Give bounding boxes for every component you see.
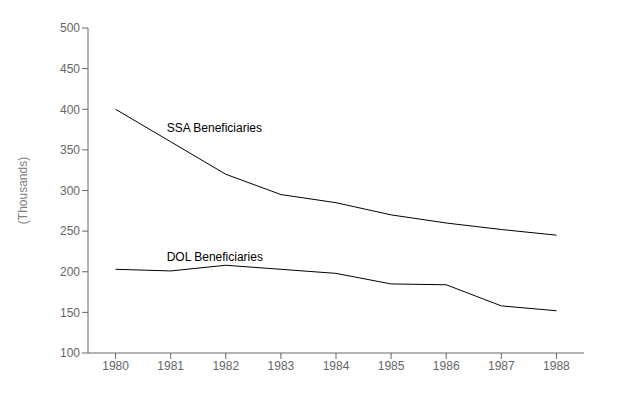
svg-text:1983: 1983 — [268, 359, 295, 373]
svg-text:250: 250 — [60, 224, 80, 238]
svg-text:200: 200 — [60, 265, 80, 279]
svg-text:450: 450 — [60, 62, 80, 76]
svg-text:150: 150 — [60, 306, 80, 320]
svg-text:1987: 1987 — [488, 359, 515, 373]
svg-text:1986: 1986 — [433, 359, 460, 373]
svg-text:400: 400 — [60, 103, 80, 117]
svg-text:1984: 1984 — [323, 359, 350, 373]
svg-text:DOL Beneficiaries: DOL Beneficiaries — [167, 250, 263, 264]
svg-text:1985: 1985 — [378, 359, 405, 373]
svg-text:(Thousands): (Thousands) — [16, 157, 30, 224]
svg-text:300: 300 — [60, 184, 80, 198]
svg-text:100: 100 — [60, 346, 80, 360]
svg-text:350: 350 — [60, 143, 80, 157]
svg-text:500: 500 — [60, 21, 80, 35]
svg-text:1988: 1988 — [543, 359, 570, 373]
svg-text:1981: 1981 — [157, 359, 184, 373]
svg-text:1980: 1980 — [102, 359, 129, 373]
svg-text:1982: 1982 — [212, 359, 239, 373]
svg-text:SSA Beneficiaries: SSA Beneficiaries — [167, 121, 262, 135]
